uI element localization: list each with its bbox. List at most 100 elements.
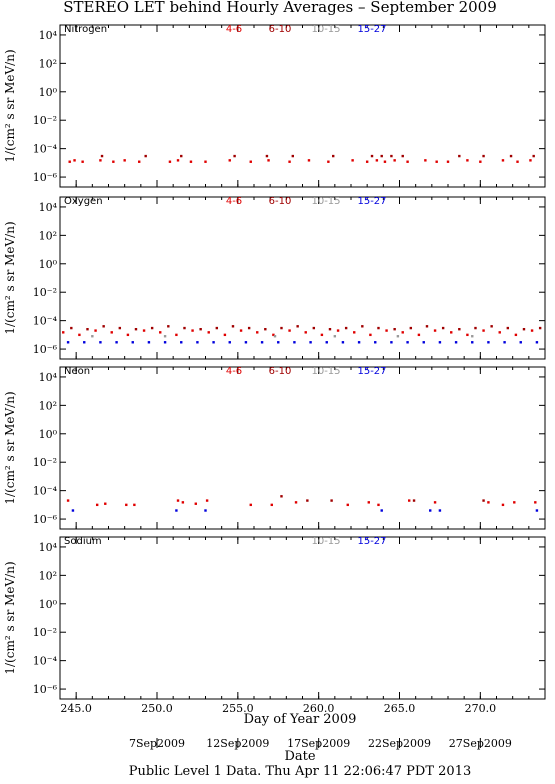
x-tick-label: 250.0 <box>141 702 173 715</box>
y-tick-label: 10⁴ <box>39 201 58 214</box>
point <box>191 329 194 332</box>
point <box>175 333 178 337</box>
legend-entry: 4-6 <box>226 366 242 377</box>
point <box>199 327 202 331</box>
point <box>498 331 501 334</box>
point <box>264 327 267 331</box>
point <box>374 341 377 344</box>
point <box>454 341 458 344</box>
point <box>273 335 277 338</box>
panel-title: Oxygen <box>64 196 103 207</box>
point <box>159 331 162 334</box>
point <box>233 154 236 158</box>
legend-entry: 10-15 <box>311 366 340 377</box>
point <box>482 154 485 158</box>
point <box>133 503 136 507</box>
point <box>380 509 383 512</box>
legend-entry: 15-27 <box>357 24 386 35</box>
point <box>509 154 513 158</box>
point <box>194 502 197 505</box>
point <box>204 160 207 163</box>
point <box>501 159 505 162</box>
y-tick-label: 10⁴ <box>39 541 58 554</box>
point <box>408 499 411 502</box>
point <box>270 503 273 507</box>
point <box>71 509 75 512</box>
point <box>189 160 193 163</box>
legend-entry: 15-27 <box>357 196 386 207</box>
point <box>471 341 474 344</box>
point <box>205 499 209 502</box>
y-tick-label: 10⁻² <box>33 286 57 299</box>
date-tick-label: 7Sep2009 <box>129 737 185 750</box>
point <box>175 509 178 512</box>
point <box>104 502 107 505</box>
plot-frame <box>59 24 546 188</box>
point <box>150 326 154 330</box>
date-tick-label: 22Sep2009 <box>368 737 431 750</box>
point <box>328 327 332 331</box>
point <box>144 154 147 158</box>
point <box>62 331 65 334</box>
point <box>125 503 128 507</box>
point <box>516 160 519 163</box>
point <box>294 501 298 504</box>
point <box>401 331 404 334</box>
point <box>296 325 299 328</box>
point <box>239 329 243 332</box>
point <box>176 159 180 162</box>
point <box>244 341 248 344</box>
y-tick-label: 10⁻⁶ <box>33 171 58 184</box>
point <box>260 341 264 344</box>
point <box>126 333 130 337</box>
legend-entry: 6-10 <box>269 24 292 35</box>
point <box>81 160 84 163</box>
point <box>100 154 104 158</box>
footer: Public Level 1 Data. Thu Apr 11 22:06:47… <box>129 764 472 779</box>
x-tick-label: 270.0 <box>465 702 497 715</box>
y-tick-label: 10⁰ <box>39 428 58 441</box>
x-axis-label: Day of Year 2009 <box>244 712 357 727</box>
point <box>538 326 542 330</box>
point <box>325 341 328 344</box>
point <box>267 159 270 162</box>
point <box>307 159 311 162</box>
point <box>482 499 485 502</box>
y-axis-label: 1/(cm² s sr MeV/n) <box>3 391 17 504</box>
y-tick-label: 10⁻⁴ <box>33 655 58 668</box>
x-tick-label: 265.0 <box>384 702 416 715</box>
legend-entry: 15-27 <box>357 536 386 547</box>
y-tick-label: 10⁻² <box>33 626 57 639</box>
point <box>99 341 102 344</box>
point <box>422 341 425 344</box>
point <box>393 327 396 331</box>
point <box>123 159 126 162</box>
point <box>288 329 291 332</box>
point <box>249 160 252 163</box>
y-tick-label: 10⁻⁶ <box>33 343 58 356</box>
y-tick-label: 10⁻⁴ <box>33 315 58 328</box>
point <box>332 154 335 158</box>
y-tick-label: 10⁻⁴ <box>33 485 58 498</box>
point <box>438 341 442 344</box>
legend-entry: 10-15 <box>311 536 340 547</box>
y-tick-label: 10⁴ <box>39 371 58 384</box>
point <box>183 326 186 330</box>
point <box>99 159 102 162</box>
point <box>110 331 113 334</box>
date-tick-label: 27Sep2009 <box>449 737 512 750</box>
point <box>433 329 437 332</box>
point <box>293 341 296 344</box>
point <box>327 160 330 163</box>
point <box>138 160 141 163</box>
point <box>215 326 219 330</box>
x-tick-label: 255.0 <box>222 702 254 715</box>
point <box>357 341 361 344</box>
point <box>249 503 252 507</box>
point <box>503 341 506 344</box>
point <box>535 341 539 344</box>
point <box>265 154 269 158</box>
y-tick-label: 10⁰ <box>39 258 58 271</box>
point <box>212 341 215 344</box>
